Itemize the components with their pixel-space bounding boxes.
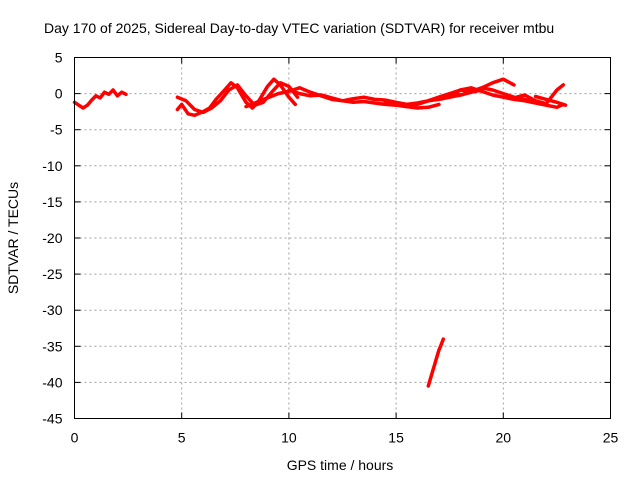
y-tick-label: 5: [55, 50, 63, 66]
data-series-3: [175, 81, 300, 115]
chart-title: Day 170 of 2025, Sidereal Day-to-day VTE…: [44, 20, 554, 36]
axis-ticks: [74, 57, 611, 419]
x-axis-label: GPS time / hours: [287, 457, 394, 473]
x-tick-label: 0: [71, 430, 79, 446]
y-tick-label: -30: [42, 302, 62, 318]
y-tick-label: 0: [55, 86, 63, 102]
grid-lines: [74, 57, 611, 419]
data-series-9: [512, 83, 566, 106]
x-tick-labels: 0 5 10 15 20 25: [71, 430, 619, 446]
data-series-group: [72, 77, 568, 388]
y-tick-label: -10: [42, 158, 62, 174]
y-tick-label: -20: [42, 230, 62, 246]
x-tick-label: 15: [388, 430, 404, 446]
data-series-10: [533, 94, 568, 107]
data-series-11: [426, 337, 446, 388]
data-series-8: [447, 86, 566, 110]
y-tick-labels: 5 0 -5 -10 -15 -20 -25 -30 -35 -40 -45: [42, 50, 62, 427]
y-tick-label: -40: [42, 374, 62, 390]
y-tick-label: -35: [42, 338, 62, 354]
x-tick-label: 5: [178, 430, 186, 446]
y-tick-label: -5: [50, 122, 63, 138]
x-tick-label: 10: [281, 430, 297, 446]
x-tick-label: 20: [496, 430, 512, 446]
y-tick-label: -25: [42, 266, 62, 282]
data-series-1: [72, 88, 128, 110]
y-tick-label: -45: [42, 411, 62, 427]
x-tick-label: 25: [603, 430, 619, 446]
y-axis-label: SDTVAR / TECUs: [5, 182, 21, 294]
y-tick-label: -15: [42, 194, 62, 210]
